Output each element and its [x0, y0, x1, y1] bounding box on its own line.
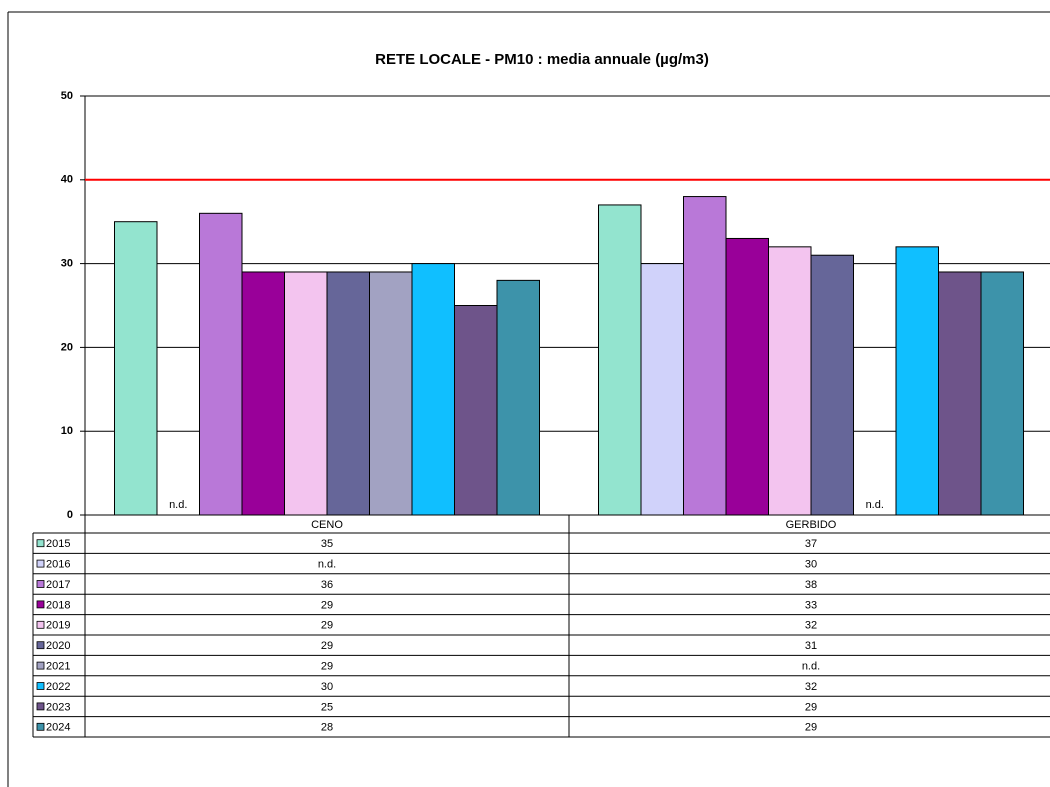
- legend-label: 2020: [46, 640, 70, 652]
- bar: [810, 254, 854, 516]
- bar: [454, 305, 498, 516]
- legend-swatch: [36, 682, 45, 690]
- bar: [980, 271, 1024, 516]
- table-cell: 28: [321, 722, 333, 734]
- bar: [199, 212, 243, 516]
- legend-label: 2018: [46, 599, 70, 611]
- bar: [895, 246, 939, 516]
- legend-label: 2021: [46, 661, 70, 673]
- legend-swatch: [36, 641, 45, 650]
- y-tick-label: 40: [61, 174, 73, 186]
- table-cell: 36: [321, 579, 333, 591]
- legend-label: 2022: [46, 681, 70, 693]
- bar-label: n.d.: [866, 499, 884, 511]
- y-tick-label: 10: [61, 425, 73, 437]
- bar: [725, 237, 769, 516]
- legend-label: 2017: [46, 579, 70, 591]
- table-cell: 29: [805, 701, 817, 713]
- table-cell: 29: [321, 661, 333, 673]
- legend-swatch: [36, 580, 45, 588]
- bar: [326, 271, 370, 516]
- chart-title: RETE LOCALE - PM10 : media annuale (µg/m…: [375, 51, 709, 68]
- table-cell: 29: [805, 722, 817, 734]
- bar-label: n.d.: [169, 499, 187, 511]
- table-cell: 32: [805, 681, 817, 693]
- legend-label: 2016: [46, 559, 70, 571]
- bar: [284, 271, 328, 516]
- table-cell: 25: [321, 701, 333, 713]
- table-cell: n.d.: [802, 661, 820, 673]
- y-tick-label: 30: [61, 258, 73, 270]
- table-cell: 29: [321, 640, 333, 652]
- legend-label: 2019: [46, 620, 70, 632]
- table-cell: 33: [805, 599, 817, 611]
- legend-label: 2024: [46, 722, 70, 734]
- bar: [411, 263, 455, 516]
- y-tick-label: 50: [61, 90, 73, 102]
- legend-swatch: [36, 539, 45, 548]
- bar: [683, 196, 727, 516]
- table-cell: 30: [805, 559, 817, 571]
- legend-swatch: [36, 559, 45, 568]
- bar: [241, 271, 285, 516]
- bar: [496, 279, 540, 516]
- bar: [598, 204, 642, 516]
- table-cell: 29: [321, 599, 333, 611]
- bar: [640, 263, 684, 516]
- table-cell: 31: [805, 640, 817, 652]
- table-cell: n.d.: [318, 559, 336, 571]
- table-cell: 32: [805, 620, 817, 632]
- bar: [114, 221, 158, 516]
- bar: [768, 246, 812, 516]
- x-tick-label: CENO: [311, 519, 343, 531]
- table-cell: 38: [805, 579, 817, 591]
- bar: [938, 271, 982, 516]
- table-cell: 29: [321, 620, 333, 632]
- bar: [369, 271, 413, 516]
- y-tick-label: 20: [61, 341, 73, 353]
- legend-swatch: [36, 722, 45, 731]
- table-cell: 37: [805, 538, 817, 550]
- legend-swatch: [36, 661, 45, 670]
- legend-swatch: [36, 600, 45, 609]
- y-tick-label: 0: [67, 509, 73, 521]
- table-cell: 30: [321, 681, 333, 693]
- legend-swatch: [36, 702, 45, 711]
- table-cell: 35: [321, 538, 333, 550]
- legend-label: 2015: [46, 538, 70, 550]
- x-tick-label: GERBIDO: [786, 519, 837, 531]
- legend-swatch: [36, 620, 45, 629]
- legend-label: 2023: [46, 701, 70, 713]
